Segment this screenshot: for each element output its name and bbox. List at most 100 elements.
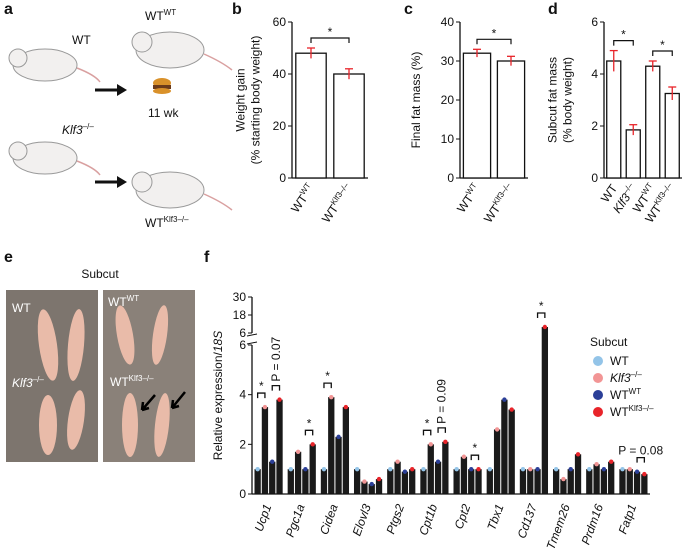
- panel-label: a: [4, 1, 13, 18]
- bar: [302, 469, 309, 494]
- bar: [453, 469, 460, 494]
- significance-label: *: [425, 416, 430, 430]
- mean-dot: [528, 466, 533, 472]
- panel-e: Subcut WT Klf3–/– WTWT WTKlf3–/–: [6, 267, 195, 462]
- mean-dot: [388, 466, 393, 472]
- mean-dot: [329, 394, 334, 400]
- bar: [468, 469, 475, 494]
- mean-dot: [601, 466, 607, 472]
- mean-dot: [575, 452, 581, 457]
- significance-bracket: [271, 384, 281, 391]
- x-tick-label: WTKlf3–/–: [318, 181, 356, 226]
- mean-dot: [409, 466, 415, 472]
- mean-dot: [362, 479, 367, 484]
- bar: [387, 469, 394, 494]
- x-tick-label: Tbx1: [484, 502, 506, 532]
- bar: [606, 60, 622, 179]
- bar: [519, 469, 527, 494]
- bar: [434, 461, 442, 494]
- y-tick-label: 0: [591, 171, 598, 185]
- bar: [328, 397, 335, 494]
- bar: [534, 469, 541, 494]
- mean-dot: [608, 459, 614, 464]
- text: Klf3: [12, 376, 33, 390]
- mean-dot: [535, 466, 540, 472]
- y-tick-label: 20: [441, 93, 455, 107]
- photo-title: Subcut: [81, 267, 119, 281]
- mean-dot: [502, 397, 507, 402]
- mean-dot: [402, 469, 408, 474]
- legend-label: Klf3–/–: [610, 370, 642, 385]
- text: Klf3–/–: [329, 181, 351, 207]
- y-tick-label: 20: [273, 119, 287, 133]
- bar: [567, 469, 574, 494]
- x-tick-label: Elovl3: [350, 502, 374, 538]
- x-tick-label: Prdm16: [579, 502, 607, 547]
- bar: [560, 479, 567, 494]
- text: Klf3: [610, 371, 631, 385]
- bar: [475, 469, 482, 494]
- legend-title: Subcut: [590, 335, 628, 349]
- bar: [442, 441, 449, 494]
- significance-label: *: [325, 369, 330, 383]
- text: –/–: [33, 375, 45, 384]
- mean-dot: [642, 471, 647, 477]
- text: WT: [610, 354, 629, 368]
- mean-dot: [435, 459, 441, 464]
- significance-bracket: [652, 50, 673, 56]
- mean-dot: [634, 469, 640, 474]
- significance-bracket: [636, 457, 646, 463]
- bar: [608, 461, 615, 494]
- bar: [353, 469, 361, 494]
- y-tick-label: 0: [279, 171, 286, 185]
- axis-break: [246, 333, 258, 337]
- mean-dot: [542, 324, 548, 330]
- bar: [501, 399, 508, 494]
- mean-dot: [321, 466, 327, 472]
- bar: [574, 454, 582, 494]
- significance-bracket: [304, 429, 314, 436]
- significance-bracket: [310, 37, 350, 43]
- bar: [645, 65, 661, 179]
- legend-swatch: [593, 390, 603, 400]
- legend-swatch: [593, 373, 603, 383]
- y-tick-label: 6: [239, 326, 246, 340]
- x-tick-label: Cd137: [514, 501, 540, 540]
- x-tick-label: Cpt1b: [416, 502, 440, 537]
- bar: [401, 471, 409, 494]
- mean-dot: [270, 459, 275, 464]
- mean-dot: [454, 466, 459, 472]
- text: Klf3–/–: [629, 404, 654, 413]
- text: WT: [288, 191, 311, 215]
- legend-swatch: [593, 356, 603, 366]
- significance-label: *: [328, 25, 333, 39]
- bar: [320, 469, 328, 494]
- significance-bracket: [437, 427, 447, 433]
- text: Klf3: [62, 123, 83, 137]
- y-tick-label: 6: [591, 15, 598, 29]
- legend-swatch: [593, 407, 603, 417]
- y-tick-label: 6: [239, 338, 246, 352]
- text: WT: [12, 301, 31, 315]
- bar: [600, 469, 608, 494]
- bar: [361, 481, 368, 494]
- photo-label: Klf3–/–: [12, 375, 44, 390]
- mean-dot: [369, 481, 374, 487]
- text: WT: [454, 191, 477, 215]
- text: Klf3–/–: [652, 181, 674, 207]
- y-tick-label: 40: [273, 67, 287, 81]
- p-value-label: P = 0.07: [269, 336, 283, 381]
- significance-label: *: [660, 38, 665, 52]
- y-tick-label: 4: [239, 388, 246, 402]
- panel-label: e: [4, 249, 13, 266]
- bar: [664, 92, 680, 179]
- photo-label: WT: [12, 301, 31, 315]
- significance-label: *: [539, 299, 544, 313]
- bar: [552, 469, 560, 494]
- significance-label: *: [473, 441, 478, 455]
- bar: [619, 469, 626, 494]
- y-tick-label: 40: [441, 15, 455, 29]
- text: WT: [629, 387, 642, 396]
- bar: [261, 407, 269, 494]
- y-axis-label: Subcut fat mass: [546, 57, 560, 143]
